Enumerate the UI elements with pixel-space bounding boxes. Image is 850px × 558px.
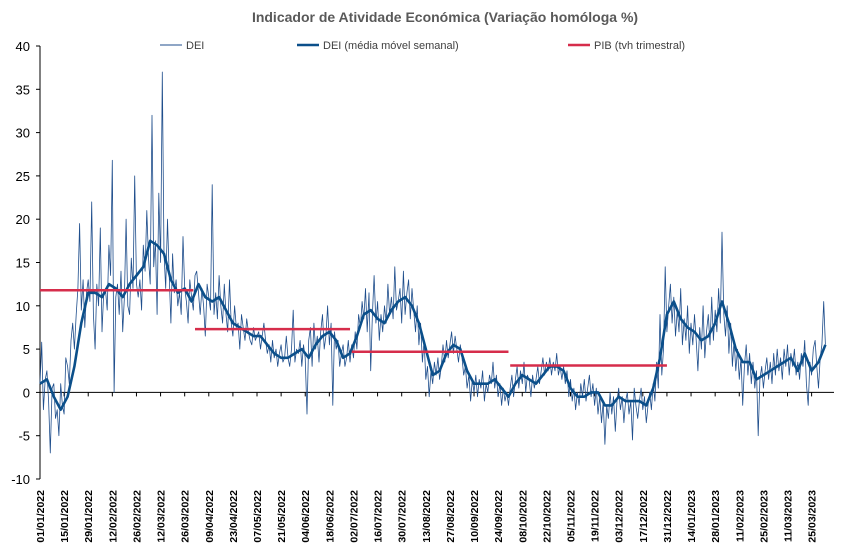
x-tick-label: 26/03/2022 — [180, 490, 192, 543]
x-tick-label: 13/08/2022 — [421, 490, 433, 543]
x-tick-label: 19/11/2022 — [590, 490, 602, 542]
x-tick-label: 26/02/2022 — [131, 490, 143, 543]
x-tick-label: 12/02/2022 — [107, 490, 119, 543]
y-tick-label: 20 — [16, 212, 30, 227]
x-axis: 01/01/2022 15/01/2022 29/01/2022 12/02/2022… — [35, 391, 834, 543]
x-tick-label: 21/05/2022 — [276, 490, 288, 543]
x-tick-label: 05/11/2022 — [565, 490, 577, 542]
x-tick-label: 25/03/2023 — [807, 490, 819, 543]
x-tick-label: 22/10/2022 — [541, 490, 553, 543]
legend-label: PIB (tvh trimestral) — [594, 40, 685, 52]
x-tick-label: 11/03/2023 — [782, 490, 794, 542]
x-tick-label: 10/09/2022 — [469, 490, 481, 543]
x-tick-label: 14/01/2023 — [686, 490, 698, 543]
series-line-dei — [39, 71, 826, 454]
legend-label: DEI (média móvel semanal) — [323, 40, 459, 52]
x-tick-label: 28/01/2023 — [710, 490, 722, 543]
x-tick-label: 09/04/2022 — [204, 490, 216, 543]
x-tick-label: 08/10/2022 — [517, 490, 529, 543]
x-tick-label: 07/05/2022 — [252, 490, 264, 543]
y-tick-label: 30 — [16, 126, 30, 141]
series-line-dei-weekly-average — [39, 239, 827, 411]
x-tick-label: 04/06/2022 — [300, 490, 312, 543]
x-tick-label: 18/06/2022 — [324, 490, 336, 543]
y-tick-label: 0 — [23, 385, 30, 400]
legend-label: DEI — [186, 40, 204, 52]
y-tick-label: 25 — [16, 169, 30, 184]
chart-title: Indicador de Atividade Económica (Variaç… — [252, 9, 638, 25]
x-tick-label: 31/12/2022 — [662, 490, 674, 543]
x-tick-label: 24/09/2022 — [493, 490, 505, 543]
x-tick-label: 02/07/2022 — [348, 490, 360, 543]
x-tick-label: 16/07/2022 — [373, 490, 385, 543]
plot-area — [39, 71, 827, 454]
y-tick-label: 15 — [16, 256, 30, 271]
x-tick-label: 17/12/2022 — [638, 490, 650, 543]
y-tick-label: 10 — [16, 299, 30, 314]
y-tick-label: -5 — [18, 429, 30, 444]
x-tick-label: 30/07/2022 — [397, 490, 409, 543]
x-tick-label: 29/01/2022 — [83, 490, 95, 543]
x-tick-label: 25/02/2023 — [758, 490, 770, 543]
y-tick-label: 35 — [16, 82, 30, 97]
x-tick-label: 23/04/2022 — [228, 490, 240, 543]
y-tick-label: 5 — [23, 342, 30, 357]
x-tick-label: 03/12/2022 — [614, 490, 626, 543]
x-tick-label: 11/02/2023 — [734, 490, 746, 542]
x-tick-label: 15/01/2022 — [59, 490, 71, 543]
legend: DEI DEI (média móvel semanal) PIB (tvh tri… — [160, 40, 685, 52]
y-tick-label: -10 — [11, 472, 30, 487]
x-tick-label: 27/08/2022 — [445, 490, 457, 543]
y-tick-label: 40 — [16, 39, 30, 54]
y-axis: -10 -5 0 5 10 15 20 25 30 35 40 — [11, 39, 41, 487]
x-tick-label: 01/01/2022 — [35, 490, 47, 543]
x-tick-label: 12/03/2022 — [156, 490, 168, 543]
